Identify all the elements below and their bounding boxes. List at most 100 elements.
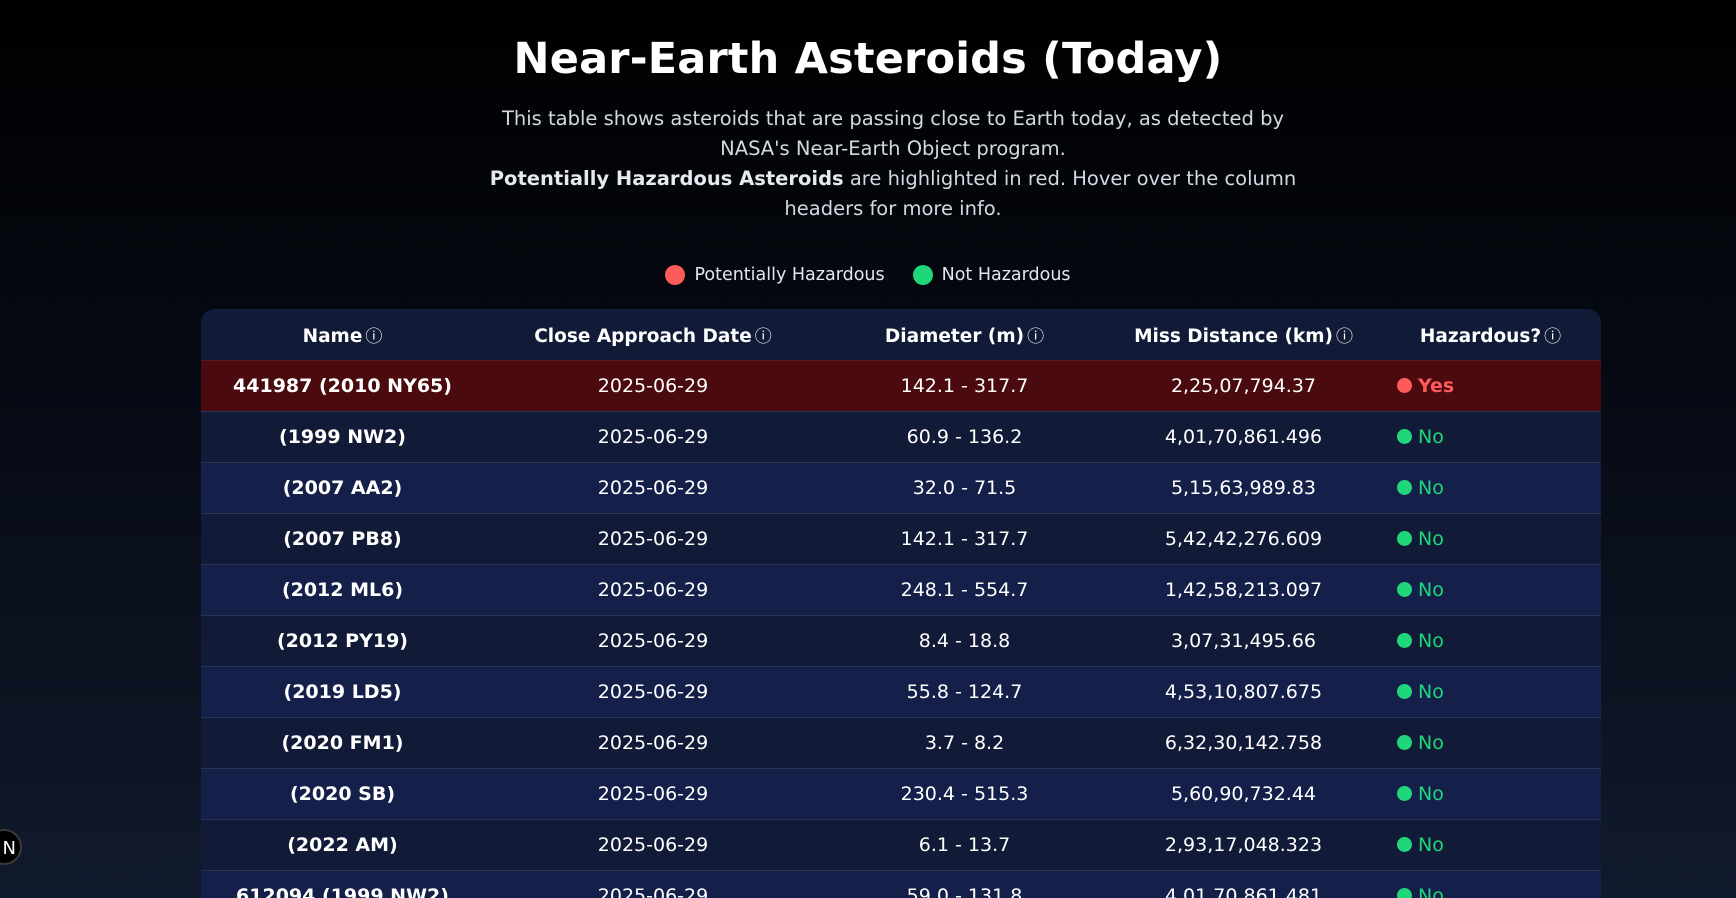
cell-date: 2025-06-29	[484, 411, 822, 463]
cell-miss-distance: 2,25,07,794.37	[1107, 360, 1380, 412]
asteroid-table: Name ⓘ Close Approach Date ⓘ Diameter (m) ⓘ…	[201, 309, 1601, 898]
cell-miss-distance: 5,60,90,732.44	[1107, 768, 1380, 820]
cell-miss-distance: 3,07,31,495.66	[1107, 615, 1380, 667]
cell-diameter: 55.8 - 124.7	[822, 666, 1107, 718]
description-line2: are highlighted in red. Hover over the c…	[784, 167, 1297, 220]
cell-hazardous: No	[1380, 462, 1601, 514]
safe-dot-icon	[1397, 480, 1412, 495]
header-name[interactable]: Name ⓘ	[201, 309, 484, 361]
legend: Potentially Hazardous Not Hazardous	[0, 265, 1736, 285]
table-row: (2012 ML6) 2025-06-29 248.1 - 554.7 1,42,58…	[201, 564, 1601, 616]
hazardous-status: No	[1418, 834, 1444, 856]
table-row: (2020 SB) 2025-06-29 230.4 - 515.3 5,60,90,…	[201, 768, 1601, 820]
cell-name: (2020 SB)	[201, 768, 484, 820]
cell-miss-distance: 1,42,58,213.097	[1107, 564, 1380, 616]
safe-dot-icon	[1397, 837, 1412, 852]
safe-dot-icon	[1397, 888, 1412, 898]
table-body: 441987 (2010 NY65) 2025-06-29 142.1 - 317.…	[201, 360, 1601, 898]
info-icon[interactable]: ⓘ	[754, 327, 772, 347]
table-row: (2007 AA2) 2025-06-29 32.0 - 71.5 5,15,63,9…	[201, 462, 1601, 514]
cell-miss-distance: 4,01,70,861.481	[1107, 870, 1380, 898]
hazard-dot-icon	[665, 265, 686, 285]
safe-dot-icon	[1397, 531, 1412, 546]
cell-miss-distance: 4,53,10,807.675	[1107, 666, 1380, 718]
cell-miss-distance: 5,42,42,276.609	[1107, 513, 1380, 565]
cell-diameter: 59.0 - 131.8	[822, 870, 1107, 898]
cell-hazardous: No	[1380, 819, 1601, 871]
description-line1: This table shows asteroids that are pass…	[501, 107, 1285, 160]
cell-date: 2025-06-29	[484, 768, 822, 820]
cell-date: 2025-06-29	[484, 717, 822, 769]
cell-miss-distance: 5,15,63,989.83	[1107, 462, 1380, 514]
hazardous-status: No	[1418, 426, 1444, 448]
hazardous-status: No	[1418, 732, 1444, 754]
corner-badge[interactable]: N	[0, 829, 22, 865]
hazardous-status: No	[1418, 477, 1444, 499]
cell-name: (2020 FM1)	[201, 717, 484, 769]
cell-diameter: 60.9 - 136.2	[822, 411, 1107, 463]
legend-safe-label: Not Hazardous	[941, 265, 1071, 285]
cell-miss-distance: 6,32,30,142.758	[1107, 717, 1380, 769]
header-diameter[interactable]: Diameter (m) ⓘ	[822, 309, 1107, 361]
table-row: (2019 LD5) 2025-06-29 55.8 - 124.7 4,53,10,…	[201, 666, 1601, 718]
cell-name: (2012 ML6)	[201, 564, 484, 616]
page-title: Near-Earth Asteroids (Today)	[513, 34, 1223, 84]
safe-dot-icon	[1397, 582, 1412, 597]
cell-hazardous: No	[1380, 615, 1601, 667]
hazardous-status: No	[1418, 885, 1444, 898]
cell-name: (2022 AM)	[201, 819, 484, 871]
cell-name: 441987 (2010 NY65)	[201, 360, 484, 412]
asteroid-table-container: Name ⓘ Close Approach Date ⓘ Diameter (m) ⓘ…	[201, 309, 1601, 898]
hazardous-status: No	[1418, 783, 1444, 805]
table-row: (2012 PY19) 2025-06-29 8.4 - 18.8 3,07,31,4…	[201, 615, 1601, 667]
table-row: 441987 (2010 NY65) 2025-06-29 142.1 - 317.…	[201, 360, 1601, 412]
cell-diameter: 8.4 - 18.8	[822, 615, 1107, 667]
info-icon[interactable]: ⓘ	[1335, 327, 1353, 347]
hazardous-status: No	[1418, 681, 1444, 703]
hazardous-status: No	[1418, 630, 1444, 652]
hazard-dot-icon	[1397, 378, 1412, 393]
cell-date: 2025-06-29	[484, 819, 822, 871]
cell-date: 2025-06-29	[484, 564, 822, 616]
cell-hazardous: No	[1380, 564, 1601, 616]
cell-name: (1999 NW2)	[201, 411, 484, 463]
cell-name: (2007 AA2)	[201, 462, 484, 514]
cell-diameter: 6.1 - 13.7	[822, 819, 1107, 871]
info-icon[interactable]: ⓘ	[365, 327, 383, 347]
cell-date: 2025-06-29	[484, 462, 822, 514]
cell-diameter: 32.0 - 71.5	[822, 462, 1107, 514]
info-icon[interactable]: ⓘ	[1544, 327, 1562, 347]
description-bold: Potentially Hazardous Asteroids	[489, 167, 844, 190]
cell-name: (2019 LD5)	[201, 666, 484, 718]
cell-name: (2012 PY19)	[201, 615, 484, 667]
cell-diameter: 142.1 - 317.7	[822, 360, 1107, 412]
cell-miss-distance: 2,93,17,048.323	[1107, 819, 1380, 871]
page-description: This table shows asteroids that are pass…	[478, 104, 1308, 224]
cell-hazardous: No	[1380, 870, 1601, 898]
safe-dot-icon	[1397, 633, 1412, 648]
header-miss-distance[interactable]: Miss Distance (km) ⓘ	[1107, 309, 1380, 361]
legend-item-hazardous: Potentially Hazardous	[665, 265, 885, 285]
info-icon[interactable]: ⓘ	[1027, 327, 1045, 347]
cell-diameter: 230.4 - 515.3	[822, 768, 1107, 820]
cell-hazardous: No	[1380, 768, 1601, 820]
cell-diameter: 3.7 - 8.2	[822, 717, 1107, 769]
cell-date: 2025-06-29	[484, 666, 822, 718]
table-row: (2020 FM1) 2025-06-29 3.7 - 8.2 6,32,30,142…	[201, 717, 1601, 769]
cell-hazardous: No	[1380, 666, 1601, 718]
header-hazardous[interactable]: Hazardous? ⓘ	[1380, 309, 1601, 361]
legend-hazardous-label: Potentially Hazardous	[694, 265, 885, 285]
hazardous-status: No	[1418, 528, 1444, 550]
cell-hazardous: No	[1380, 717, 1601, 769]
cell-hazardous: No	[1380, 411, 1601, 463]
header-close-approach-date[interactable]: Close Approach Date ⓘ	[484, 309, 822, 361]
cell-miss-distance: 4,01,70,861.496	[1107, 411, 1380, 463]
hazardous-status: Yes	[1418, 375, 1455, 397]
cell-name: (2007 PB8)	[201, 513, 484, 565]
safe-dot-icon	[912, 265, 933, 285]
cell-date: 2025-06-29	[484, 615, 822, 667]
cell-date: 2025-06-29	[484, 513, 822, 565]
table-row: (2022 AM) 2025-06-29 6.1 - 13.7 2,93,17,048…	[201, 819, 1601, 871]
table-row: (2007 PB8) 2025-06-29 142.1 - 317.7 5,42,42…	[201, 513, 1601, 565]
